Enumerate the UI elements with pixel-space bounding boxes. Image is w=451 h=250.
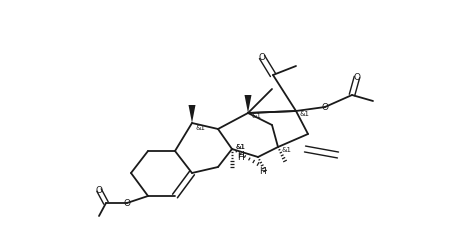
Text: &1: &1 [299, 110, 309, 116]
Text: &1: &1 [251, 112, 261, 118]
Text: &1: &1 [195, 124, 205, 130]
Text: H: H [258, 166, 265, 175]
Text: O: O [96, 186, 102, 195]
Text: &1: &1 [235, 144, 245, 150]
Text: O: O [354, 73, 360, 82]
Polygon shape [189, 106, 195, 124]
Text: &1: &1 [235, 144, 245, 150]
Text: O: O [258, 53, 266, 62]
Polygon shape [244, 96, 252, 114]
Text: O: O [124, 199, 130, 208]
Text: &1: &1 [281, 146, 291, 152]
Text: O: O [322, 103, 328, 112]
Text: H: H [237, 153, 244, 162]
Text: H: H [237, 150, 244, 159]
